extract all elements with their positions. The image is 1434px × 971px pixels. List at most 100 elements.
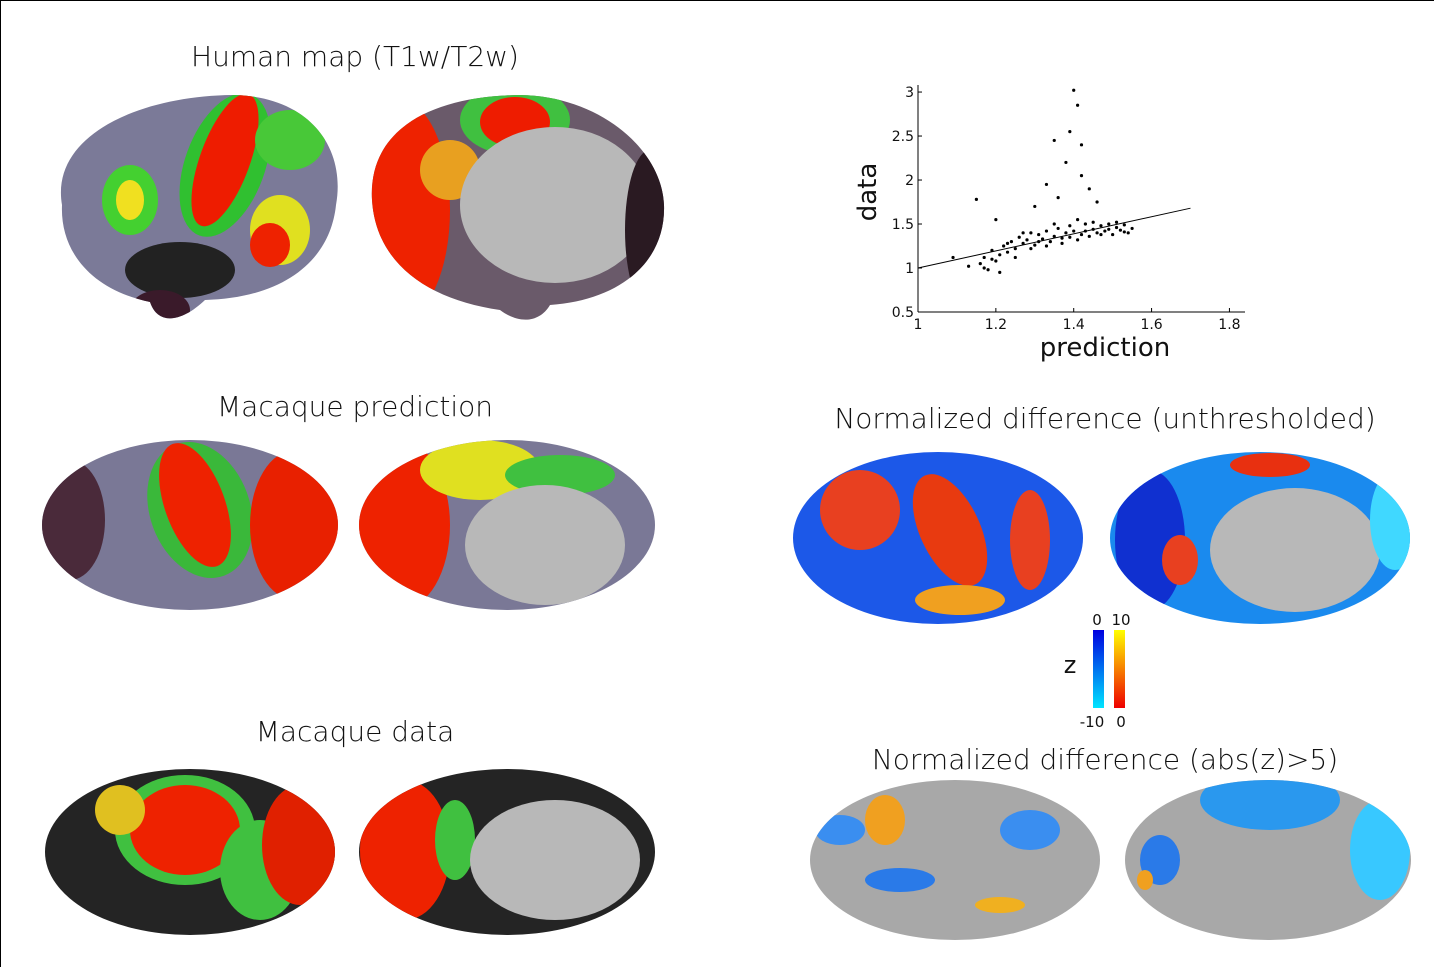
panel-title: Human map (T1w/T2w) bbox=[191, 40, 519, 73]
point bbox=[1088, 187, 1091, 190]
point bbox=[1057, 227, 1060, 230]
point bbox=[1022, 231, 1025, 234]
point bbox=[951, 256, 954, 259]
point bbox=[998, 253, 1001, 256]
point bbox=[1010, 240, 1013, 243]
point bbox=[1115, 226, 1118, 229]
point bbox=[1037, 233, 1040, 236]
point bbox=[1076, 238, 1079, 241]
colorbar-label: 0 bbox=[1116, 713, 1126, 731]
colorbar-label: 0 bbox=[1092, 611, 1102, 629]
point bbox=[1060, 242, 1063, 245]
colorbar-title: z bbox=[1064, 651, 1077, 679]
panel-title: Normalized difference (abs(z)>5) bbox=[872, 743, 1338, 776]
point bbox=[1049, 240, 1052, 243]
brain-map bbox=[35, 427, 340, 613]
x-tick-label: 1.4 bbox=[1063, 317, 1085, 333]
point bbox=[1080, 233, 1083, 236]
colorbar-label: -10 bbox=[1080, 713, 1105, 731]
point bbox=[1111, 233, 1114, 236]
point bbox=[1053, 235, 1056, 238]
point bbox=[1084, 229, 1087, 232]
point bbox=[1068, 236, 1071, 239]
point bbox=[1095, 231, 1098, 234]
fit-line bbox=[918, 208, 1191, 268]
point bbox=[1076, 218, 1079, 221]
point bbox=[1095, 200, 1098, 203]
brain-map bbox=[40, 765, 340, 940]
point bbox=[1099, 224, 1102, 227]
point bbox=[1119, 229, 1122, 232]
point bbox=[1057, 196, 1060, 199]
y-tick-label: 3 bbox=[905, 85, 914, 101]
point bbox=[986, 268, 989, 271]
point bbox=[1099, 233, 1102, 236]
point bbox=[1029, 247, 1032, 250]
point bbox=[1045, 229, 1048, 232]
point bbox=[1060, 236, 1063, 239]
point bbox=[1033, 205, 1036, 208]
point bbox=[1053, 222, 1056, 225]
brain-map bbox=[805, 775, 1105, 945]
point bbox=[983, 266, 986, 269]
point bbox=[1033, 244, 1036, 247]
y-tick-label: 2.5 bbox=[892, 129, 914, 145]
point bbox=[998, 271, 1001, 274]
point bbox=[1107, 222, 1110, 225]
point bbox=[1064, 231, 1067, 234]
point bbox=[1029, 231, 1032, 234]
y-tick-label: 1.5 bbox=[892, 217, 914, 233]
point bbox=[1064, 161, 1067, 164]
point bbox=[1072, 89, 1075, 92]
point bbox=[1107, 228, 1110, 231]
point bbox=[990, 258, 993, 261]
point bbox=[1080, 143, 1083, 146]
point bbox=[967, 265, 970, 268]
point bbox=[1072, 229, 1075, 232]
point bbox=[1053, 139, 1056, 142]
point bbox=[1084, 222, 1087, 225]
point bbox=[1080, 174, 1083, 177]
brain-map bbox=[350, 85, 675, 330]
panel-title: Normalized difference (unthresholded) bbox=[834, 402, 1375, 435]
brain-map bbox=[1120, 770, 1420, 945]
point bbox=[1025, 238, 1028, 241]
brain-map bbox=[790, 448, 1090, 628]
brain-map bbox=[1105, 448, 1420, 628]
point bbox=[975, 198, 978, 201]
brain-map bbox=[350, 438, 660, 613]
brain-map bbox=[355, 765, 660, 940]
point bbox=[1022, 242, 1025, 245]
y-tick-label: 0.5 bbox=[892, 305, 914, 321]
point bbox=[1068, 224, 1071, 227]
point bbox=[1092, 228, 1095, 231]
y-tick-label: 1 bbox=[905, 261, 914, 277]
point bbox=[1045, 183, 1048, 186]
point bbox=[994, 218, 997, 221]
point bbox=[1092, 221, 1095, 224]
point bbox=[1123, 223, 1126, 226]
x-axis-label: prediction bbox=[1040, 333, 1170, 363]
point bbox=[1115, 221, 1118, 224]
colorbar-red bbox=[1114, 630, 1125, 708]
colorbar-blue bbox=[1093, 630, 1104, 708]
panel-title: Macaque prediction bbox=[217, 390, 493, 423]
point bbox=[1131, 227, 1134, 230]
brain-map bbox=[40, 81, 350, 330]
point bbox=[1076, 104, 1079, 107]
point bbox=[1018, 236, 1021, 239]
point bbox=[994, 259, 997, 262]
point bbox=[1037, 240, 1040, 243]
point bbox=[1014, 247, 1017, 250]
point bbox=[1123, 230, 1126, 233]
point bbox=[990, 249, 993, 252]
y-axis-label: data bbox=[853, 163, 883, 222]
point bbox=[1088, 235, 1091, 238]
point bbox=[1006, 242, 1009, 245]
x-tick-label: 1.2 bbox=[985, 317, 1007, 333]
point bbox=[1014, 256, 1017, 259]
point bbox=[1045, 244, 1048, 247]
point bbox=[1103, 229, 1106, 232]
x-tick-label: 1 bbox=[914, 317, 923, 333]
